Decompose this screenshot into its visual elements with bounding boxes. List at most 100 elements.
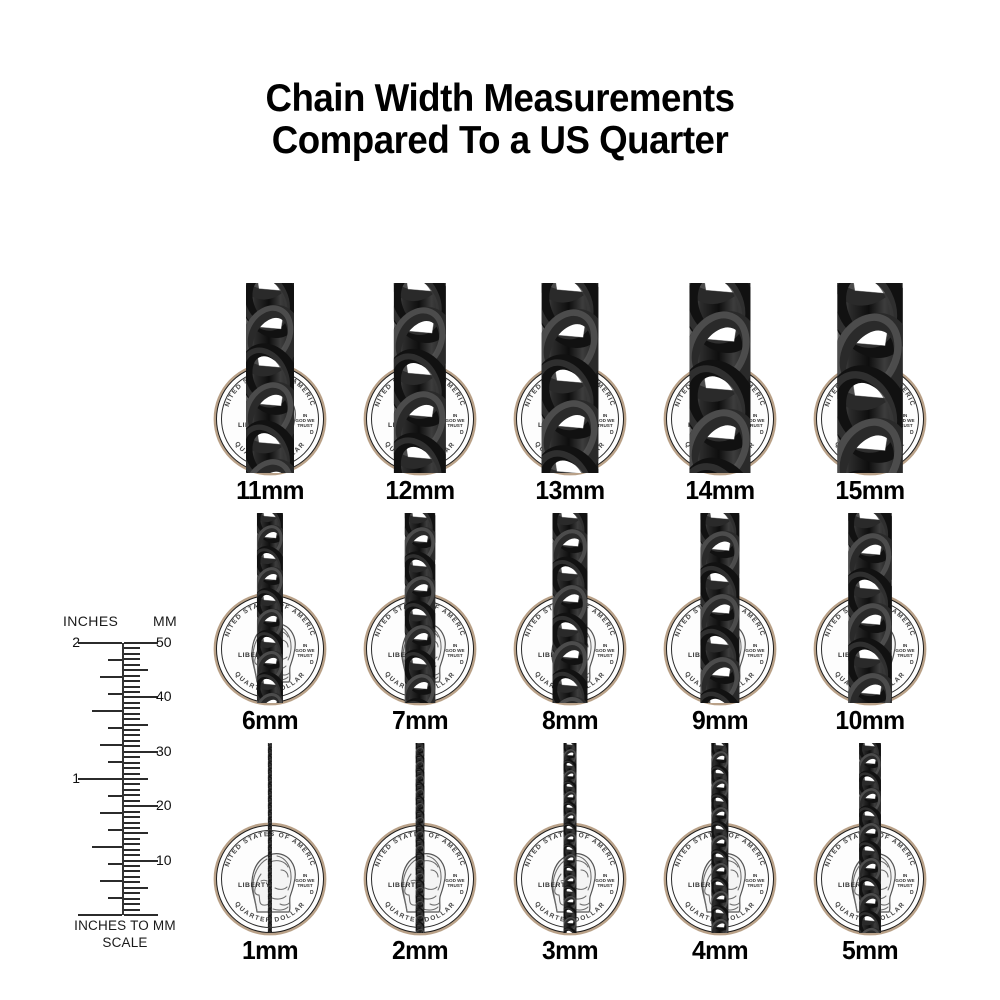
chain-sample-cell[interactable]: UNITED STATES OF AMERICA QUARTER DOLLAR …: [190, 743, 350, 965]
ruler-tick-mm-minor: [124, 647, 140, 650]
svg-text:TRUST: TRUST: [747, 883, 763, 888]
coin-mint-mark: D: [460, 430, 464, 436]
chain-link: [256, 608, 284, 648]
chain-sample-cell[interactable]: UNITED STATES OF AMERICA QUARTER DOLLAR …: [790, 513, 950, 735]
svg-text:IN: IN: [453, 873, 458, 878]
chain-link: [256, 524, 284, 564]
ruler-label-mm-20: 20: [156, 797, 172, 814]
chain-sample-cell[interactable]: UNITED STATES OF AMERICA QUARTER DOLLAR …: [340, 283, 500, 505]
washington-profile: [251, 853, 296, 913]
chain-link: [267, 748, 273, 756]
chain-sample-cell[interactable]: UNITED STATES OF AMERICA QUARTER DOLLAR …: [190, 513, 350, 735]
chain-link: [267, 825, 273, 832]
chain-strip: [245, 283, 295, 473]
coin-liberty-legend: LIBERTY: [238, 882, 271, 889]
chain-sample-cell[interactable]: UNITED STATES OF AMERICA QUARTER DOLLAR …: [190, 283, 350, 505]
chain-sample-cell[interactable]: UNITED STATES OF AMERICA QUARTER DOLLAR …: [640, 513, 800, 735]
ruler-tick-mm-minor: [124, 707, 140, 710]
chain-link: [563, 895, 577, 916]
chain-over-coin-stage: UNITED STATES OF AMERICA QUARTER DOLLAR …: [340, 743, 500, 933]
ruler-tick-mm-minor: [124, 739, 140, 742]
chain-link: [267, 853, 273, 860]
chain-link: [267, 870, 273, 878]
ruler-tick-mm-major: [124, 914, 158, 916]
chain-link: [563, 927, 577, 933]
chain-strip: [837, 283, 903, 473]
coin-mint-mark: D: [310, 430, 314, 436]
chain-link: [859, 752, 881, 786]
svg-text:IN: IN: [603, 413, 608, 418]
chain-link: [700, 530, 740, 590]
chain-link: [552, 528, 588, 581]
svg-text:IN: IN: [453, 413, 458, 418]
coin-liberty-legend: LIBERTY: [538, 882, 571, 889]
coin-motto-legend: IN GOD WE TRUST: [745, 643, 764, 658]
chain-link: [563, 853, 577, 874]
chain-link: [415, 768, 425, 782]
chain-link: [541, 308, 599, 394]
coin-motto-legend: IN GOD WE TRUST: [895, 873, 914, 888]
chain-sample-cell[interactable]: UNITED STATES OF AMERICA QUARTER DOLLAR …: [640, 283, 800, 505]
ruler-spine: [122, 643, 124, 915]
ruler-tick-mm-major: [124, 696, 158, 699]
chain-link: [245, 381, 295, 454]
chain-link: [267, 898, 273, 906]
chain-strip: [256, 513, 284, 703]
ruler-tick-mm-minor: [124, 767, 140, 770]
chain-link: [393, 432, 447, 473]
chain-width-label: 2mm: [392, 935, 449, 965]
chain-width-label: 15mm: [835, 475, 905, 505]
chain-sample-cell[interactable]: UNITED STATES OF AMERICA QUARTER DOLLAR …: [340, 743, 500, 965]
chain-link: [267, 801, 273, 808]
ruler-tick-mm-minor: [124, 881, 140, 884]
chain-width-label: 14mm: [685, 475, 755, 505]
chain-over-coin-stage: UNITED STATES OF AMERICA QUARTER DOLLAR …: [190, 513, 350, 703]
ruler-tick-mm-minor: [124, 680, 140, 683]
ruler-tick-mm-minor: [124, 854, 140, 857]
chain-link: [563, 748, 577, 769]
chain-width-label: 5mm: [842, 935, 899, 965]
ruler-tick-mm-minor: [124, 821, 140, 824]
ruler-tick-mm-minor: [124, 772, 140, 775]
svg-text:IN: IN: [903, 873, 908, 878]
chain-sample-cell[interactable]: UNITED STATES OF AMERICA QUARTER DOLLAR …: [640, 743, 800, 965]
chain-strip-graphic: [711, 743, 729, 933]
chain-link: [689, 457, 751, 473]
ruler-tick-inch-minor: [108, 659, 122, 661]
chain-link: [563, 790, 577, 811]
ruler-tick-inch-minor: [108, 829, 122, 831]
ruler-tick-mm-minor: [124, 837, 140, 840]
chain-sample-cell[interactable]: UNITED STATES OF AMERICA QUARTER DOLLAR …: [790, 283, 950, 505]
chain-link: [415, 928, 425, 933]
chain-sample-cell[interactable]: UNITED STATES OF AMERICA QUARTER DOLLAR …: [340, 513, 500, 735]
chain-sample-cell[interactable]: UNITED STATES OF AMERICA QUARTER DOLLAR …: [790, 743, 950, 965]
chain-strip-graphic: [700, 513, 740, 703]
chain-sample-cell[interactable]: UNITED STATES OF AMERICA QUARTER DOLLAR …: [490, 743, 650, 965]
svg-text:GOD WE: GOD WE: [895, 418, 914, 423]
chain-link: [267, 902, 273, 909]
svg-text:IN: IN: [303, 413, 308, 418]
coin-motto-legend: IN GOD WE TRUST: [445, 873, 464, 888]
chain-link: [563, 743, 577, 748]
chain-sample-cell[interactable]: UNITED STATES OF AMERICA QUARTER DOLLAR …: [490, 283, 650, 505]
chain-link: [267, 849, 273, 857]
svg-text:IN: IN: [753, 413, 758, 418]
chain-width-label: 7mm: [392, 705, 449, 735]
chain-link: [267, 804, 273, 812]
chain-link: [859, 822, 881, 856]
ruler-tick-inch-minor: [100, 676, 122, 678]
ruler-tick-mm-minor: [124, 761, 140, 764]
svg-text:TRUST: TRUST: [447, 883, 463, 888]
chain-link: [267, 776, 273, 784]
ruler-tick-mm-minor: [124, 729, 140, 732]
chain-link: [267, 919, 273, 927]
chain-sample-cell[interactable]: UNITED STATES OF AMERICA QUARTER DOLLAR …: [490, 513, 650, 735]
ruler-tick-inch-major: [78, 778, 122, 780]
chain-link: [404, 673, 436, 703]
ruler-tick-inch-minor: [100, 744, 122, 746]
chain-link: [267, 909, 273, 916]
chain-link: [552, 668, 588, 703]
ruler-label-inch-1: 1: [72, 770, 80, 786]
quarter-coin-engraving: UNITED STATES OF AMERICA QUARTER DOLLAR …: [217, 826, 315, 924]
ruler-tick-mm-minor: [124, 897, 140, 900]
